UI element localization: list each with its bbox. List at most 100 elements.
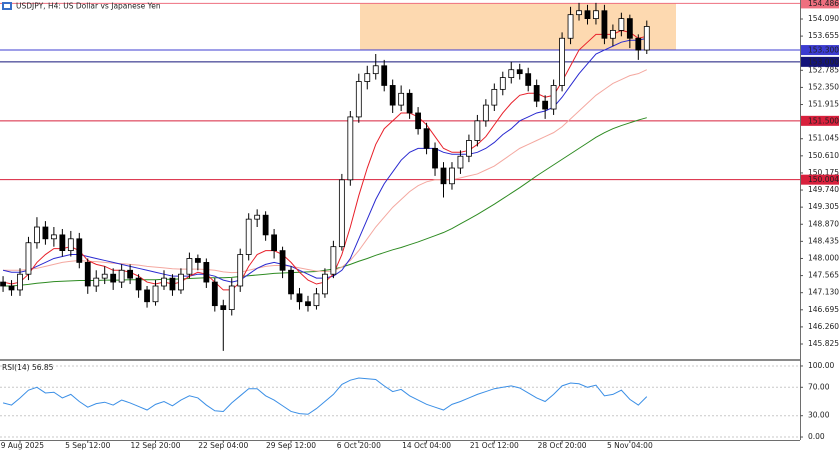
level-label: 153.300 [808,46,839,55]
y-tick-label: 153.655 [808,31,839,40]
candle-body [42,226,49,240]
candle-body [25,242,32,275]
candle-body [50,234,57,240]
y-tick-label: 151.045 [808,134,839,143]
candle-body [118,269,125,283]
candle-body [423,128,430,149]
rsi-layer [0,365,800,438]
candle-body [194,258,201,263]
candle-body [610,29,616,39]
y-tick-label: 148.000 [808,253,839,262]
candle-body [228,285,235,310]
candle-body [279,250,286,271]
y-tick-label: 154.090 [808,14,839,23]
candle-body [466,140,472,157]
y-tick-label: 145.825 [808,339,839,348]
y-tick-label: 70.00 [808,382,830,391]
candle-body [17,273,23,291]
rsi-title: RSI(14) 56.85 [2,363,54,372]
x-tick-label: 5 Sep 12:00 [65,441,111,450]
candle-body [144,289,150,303]
candle-body [288,269,294,295]
candle-body [499,77,506,90]
level-label: 150.004 [808,175,839,184]
candle-body [542,100,549,110]
x-tick-label: 21 Oct 12:00 [470,441,519,450]
level-label-box [801,115,839,126]
candle-body [567,14,574,39]
y-tick-label: 151.915 [808,100,839,109]
candle-body [338,179,345,248]
candle-body [0,281,6,287]
candle-body [254,214,261,220]
candle-body [161,277,167,287]
candle-body [372,65,379,75]
candle-body [67,238,74,252]
candle-body [313,293,320,307]
candle-body [533,85,540,102]
symbol-icon-inner [4,4,10,8]
y-tick-label: 147.565 [808,271,839,280]
x-tick-label: 28 Oct 20:00 [538,441,587,450]
y-tick-label: 146.260 [808,322,839,331]
y-tick-label: 150.175 [808,168,839,177]
level-label: 154.486 [808,0,839,8]
candle-body [635,37,642,51]
level-label-box [801,56,839,67]
candle-body [559,37,565,86]
chart-title: USDJPY, H4: US Dollar vs Japanese Yen [16,2,161,11]
candle-body [415,112,421,130]
rsi-line [2,377,648,415]
candle-body [76,238,83,263]
x-tick-label: 12 Sep 20:00 [130,441,180,450]
candle-body [34,226,40,244]
candle-body [135,277,142,291]
candle-layer [0,2,650,351]
candle-body [381,65,388,86]
level-label-box [801,174,839,185]
x-tick-label: 29 Sep 12:00 [266,441,316,450]
candle-body [347,116,354,181]
y-tick-label: 148.435 [808,236,839,245]
candle-body [8,285,15,291]
y-tick-label: 150.610 [808,151,839,160]
candle-body [626,18,633,39]
candle-body [211,281,218,307]
candle-body [364,73,371,82]
y-tick-label: 149.740 [808,185,839,194]
y-tick-label: 152.785 [808,65,839,74]
candle-body [432,147,438,169]
level-label-box [801,0,839,9]
candle-body [93,277,100,287]
candle-body [322,273,328,295]
candle-body [169,277,176,291]
candle-body [110,273,117,283]
candle-body [59,234,66,252]
candle-body [203,262,210,283]
candle-body [101,273,108,279]
x-tick-label: 22 Sep 04:00 [198,441,248,450]
candle-body [355,81,362,118]
candle-body [593,10,599,19]
candle-body [457,155,464,169]
level-layer [0,2,800,181]
candle-body [618,18,625,31]
y-tick-label: 147.130 [808,288,839,297]
y-tick-label: 0.00 [808,432,825,441]
candle-body [152,285,159,303]
candle-body [550,85,557,110]
candle-body [440,167,447,185]
candle-body [178,273,184,291]
y-tick-label: 149.305 [808,202,839,211]
level-label: 153.000 [808,57,839,66]
candle-body [576,10,582,16]
x-tick-label: 5 Nov 04:00 [607,441,653,450]
level-label: 151.500 [808,116,839,125]
candle-body [84,262,91,287]
candle-body [245,218,252,255]
x-tick-label: 29 Aug 2025 [0,441,44,450]
candle-body [220,305,227,310]
candle-body [491,88,498,106]
